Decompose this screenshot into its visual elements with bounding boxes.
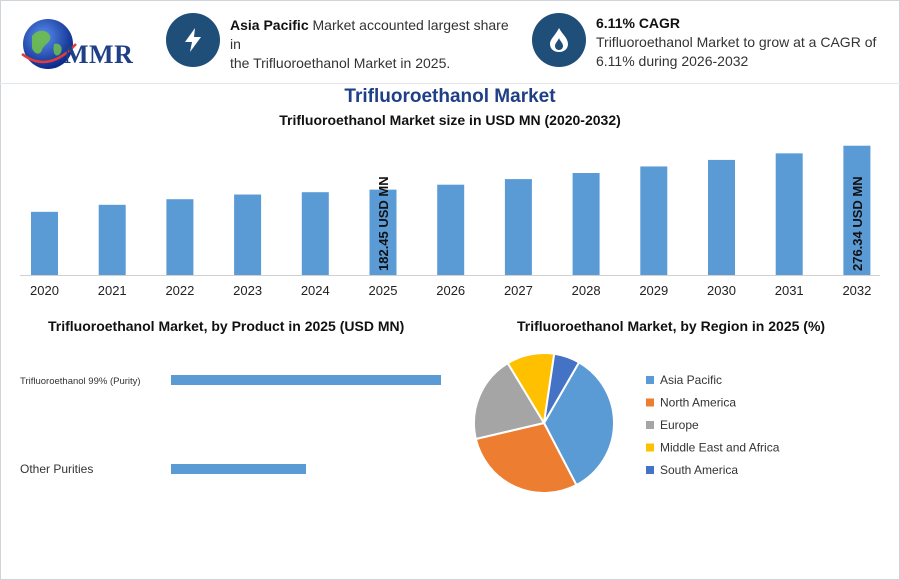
highlight-region-line2: the Trifluoroethanol Market in 2025.: [230, 55, 451, 71]
data-label: 182.45 USD MN: [376, 176, 391, 271]
bar-2021: [98, 204, 126, 275]
bar-2026: [437, 184, 465, 275]
x-tick-label: 2020: [30, 283, 59, 298]
bar-2030: [708, 159, 735, 275]
x-tick-label: 2022: [165, 283, 194, 298]
pie-slice-north-america: [474, 421, 578, 494]
bar-2028: [572, 173, 600, 275]
legend-label: Europe: [660, 418, 699, 432]
flame-drop-icon: [532, 13, 586, 67]
x-tick-label: 2026: [436, 283, 465, 298]
bar-2025: [369, 189, 397, 275]
bar-2029: [640, 166, 668, 275]
x-tick-label: 2023: [233, 283, 262, 298]
bar-2031: [775, 153, 803, 275]
x-tick-label: 2025: [369, 283, 398, 298]
bar-chart-title: Trifluoroethanol Market size in USD MN (…: [279, 112, 621, 128]
bar-2024: [301, 192, 329, 275]
highlight-cagr-bold: 6.11% CAGR: [596, 15, 681, 31]
legend-label: Asia Pacific: [660, 373, 722, 387]
region-pie-chart: Asia Pacific North America Europe Middle Ea…: [473, 352, 780, 494]
x-tick-label: 2027: [504, 283, 533, 298]
highlight-region-line1: Market accounted largest share in: [230, 17, 509, 52]
logo-text: MMR: [64, 40, 134, 69]
product-category-label: Other Purities: [20, 462, 93, 476]
lightning-icon: [166, 13, 220, 67]
page-title: Trifluoroethanol Market: [344, 86, 556, 107]
legend-swatch: [646, 376, 654, 384]
pie-slice-europe: [473, 361, 546, 441]
pie-slice-south-america: [543, 352, 581, 424]
legend-swatch: [646, 421, 654, 429]
x-tick-label: 2028: [572, 283, 601, 298]
x-tick-label: 2030: [707, 283, 736, 298]
legend-swatch: [646, 443, 654, 452]
product-chart-title: Trifluoroethanol Market, by Product in 2…: [48, 318, 405, 334]
x-tick-label: 2032: [842, 283, 871, 298]
bar-2027: [504, 179, 532, 275]
data-label: 276.34 USD MN: [850, 176, 865, 271]
x-tick-label: 2031: [775, 283, 804, 298]
highlight-cagr-line1: Trifluoroethanol Market to grow at a CAG…: [596, 34, 877, 50]
bar-2020: [31, 211, 58, 275]
x-tick-label: 2021: [98, 283, 127, 298]
header-divider: [0, 83, 900, 84]
highlight-region-bold: Asia Pacific: [230, 17, 309, 33]
bar-2023: [234, 194, 262, 275]
legend-swatch: [646, 466, 654, 474]
globe-icon: [21, 19, 77, 69]
product-bar: [171, 375, 441, 385]
region-chart-title: Trifluoroethanol Market, by Region in 20…: [517, 318, 826, 334]
highlight-cagr: 6.11% CAGR Trifluoroethanol Market to gr…: [596, 14, 886, 71]
product-bar-chart: Trifluoroethanol 99% (Purity) Other Purit…: [20, 375, 441, 476]
highlight-region: Asia Pacific Market accounted largest sh…: [230, 16, 520, 73]
brand-logo: [18, 14, 138, 78]
legend-swatch: [646, 398, 654, 407]
x-tick-label: 2029: [639, 283, 668, 298]
bar-2022: [166, 199, 194, 275]
bar-2032: [843, 145, 871, 275]
market-size-bar-chart: 2020 2021 2022 2023 2024 2025 182.45 USD MN 202…: [20, 145, 880, 298]
legend-label: North America: [660, 396, 736, 410]
product-bar: [171, 464, 306, 474]
x-tick-label: 2024: [301, 283, 330, 298]
legend-label: Middle East and Africa: [660, 441, 780, 455]
highlight-cagr-line2: 6.11% during 2026-2032: [596, 53, 749, 69]
product-category-label: Trifluoroethanol 99% (Purity): [20, 376, 141, 387]
legend-label: South America: [660, 463, 738, 477]
